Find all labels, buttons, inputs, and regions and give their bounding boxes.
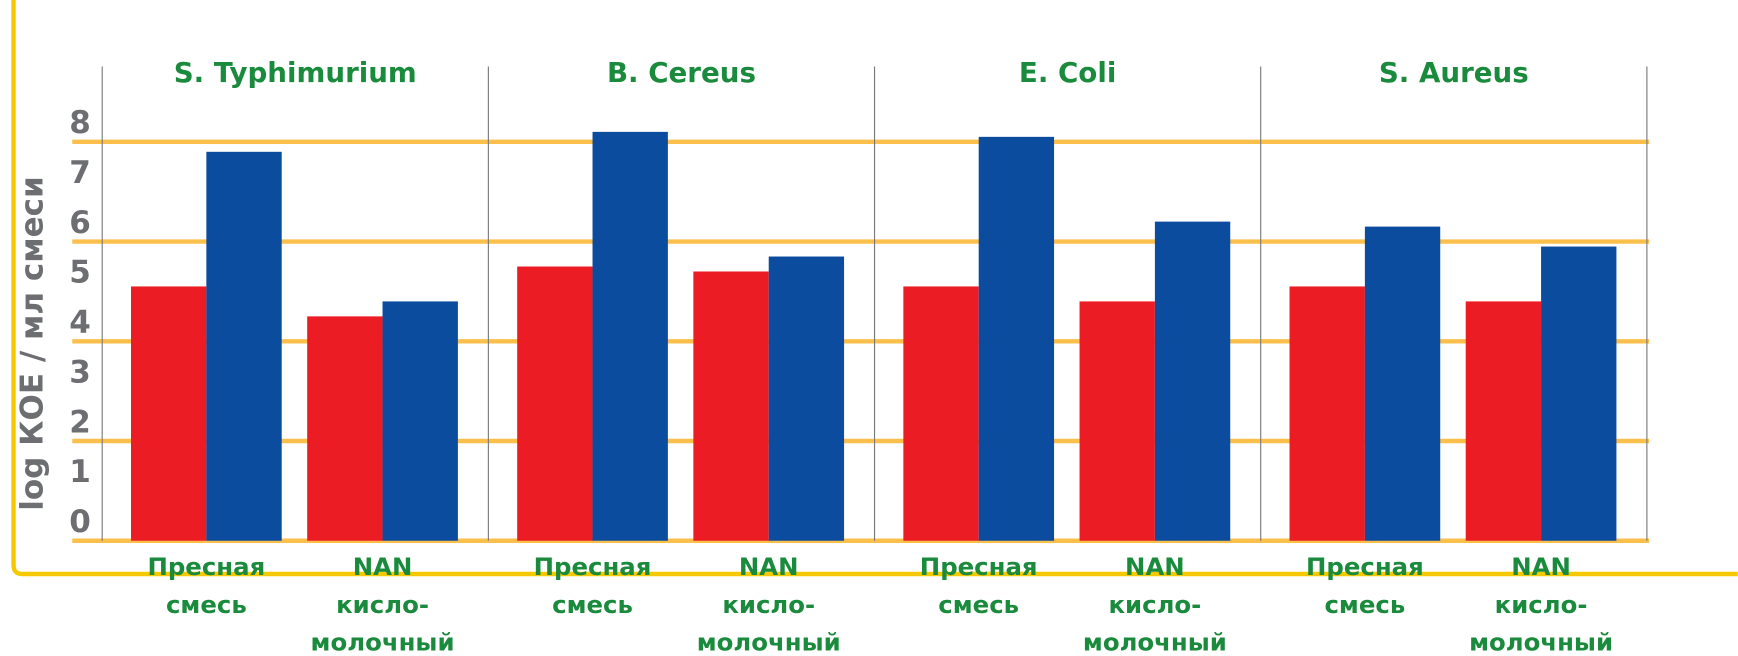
panel-title: S. Aureus [1379,56,1529,89]
x-tick-label-box: NAN кисло- молочный [696,554,841,656]
bar [1289,286,1365,541]
bar [131,286,207,541]
x-tick-label: NAN кисло- молочный [1469,554,1614,656]
y-tick-label: 5 [69,255,91,291]
x-tick-label: Пресная смесь [919,554,1038,620]
bar [382,301,458,541]
x-tick-label: NAN кисло- молочный [310,554,455,656]
x-tick-label-box: NAN кисло- молочный [1469,554,1614,656]
x-tick-label: Пресная смесь [147,554,266,620]
frame [11,0,1738,577]
y-tick-label: 6 [69,205,91,241]
y-tick-label: 0 [69,504,91,540]
y-tick-label: 8 [69,105,91,141]
y-tick-label: 3 [69,354,91,390]
x-tick-label-box: Пресная смесь [919,554,1038,620]
bar [1154,221,1231,541]
bar [768,256,845,541]
x-tick-label-box: NAN кисло- молочный [310,554,455,656]
bar [206,151,282,541]
bar [592,131,668,541]
y-tick-label: 2 [69,404,91,440]
bar [903,286,979,541]
x-tick-label-box: Пресная смесь [533,554,652,620]
x-tick-label: NAN кисло- молочный [696,554,841,656]
y-tick-label: 4 [69,305,91,341]
bar [693,271,769,541]
x-tick-label-box: Пресная смесь [147,554,266,620]
panel-title: E. Coli [1019,56,1116,89]
bar [1465,301,1542,541]
x-tick-label: Пресная смесь [533,554,652,620]
bar [978,136,1055,541]
bar [1541,246,1617,541]
bar [307,316,383,541]
x-tick-label: Пресная смесь [1305,554,1424,620]
y-axis-label: log КОЕ / мл смеси [14,176,50,511]
y-tick-label: 1 [69,454,91,490]
panel-title: S. Typhimurium [174,56,417,89]
x-tick-label-box: Пресная смесь [1305,554,1424,620]
x-tick-label-box: NAN кисло- молочный [1082,554,1227,656]
x-tick-label: NAN кисло- молочный [1082,554,1227,656]
bar [1364,226,1441,541]
y-tick-label: 7 [69,155,91,191]
panel-title: B. Cereus [607,56,756,89]
bar [517,266,593,541]
bar [1079,301,1155,541]
